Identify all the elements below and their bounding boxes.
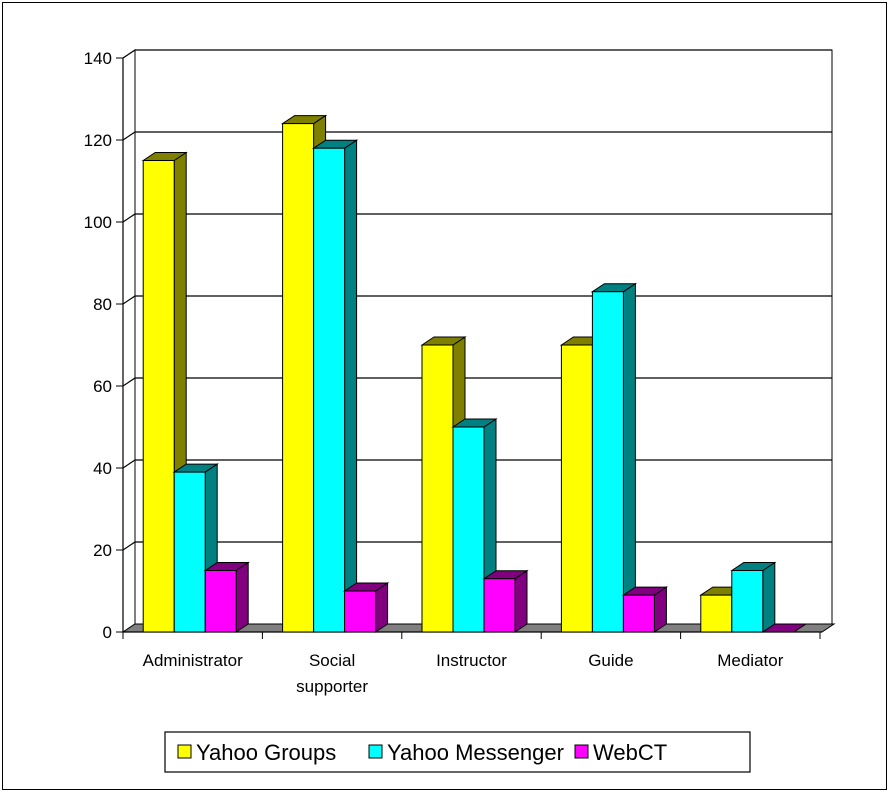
y-tick-label: 100 — [84, 213, 112, 232]
bar-side — [622, 282, 636, 633]
y-tick-label: 80 — [93, 295, 112, 314]
bar-yahoo-messenger — [731, 570, 764, 633]
gridline — [122, 49, 832, 59]
bar-yahoo-groups — [560, 344, 593, 633]
bar-top — [761, 623, 808, 633]
y-tick-label: 60 — [93, 377, 112, 396]
y-tick-label: 140 — [84, 49, 112, 68]
legend-label: WebCT — [593, 740, 667, 765]
legend-box — [164, 731, 751, 773]
y-tick-label: 40 — [93, 459, 112, 478]
x-tick-label: Instructor — [436, 651, 507, 670]
x-tick-label: Mediator — [717, 651, 783, 670]
side-wall — [122, 49, 136, 633]
y-tick-label: 20 — [93, 541, 112, 560]
y-axis: 0 20 40 60 80 100 120 140 — [84, 49, 822, 642]
bar-webct — [483, 578, 516, 633]
bar-side — [235, 561, 249, 633]
legend-label: Yahoo Groups — [196, 740, 336, 765]
x-tick-label: Social — [309, 651, 355, 670]
bar-yahoo-groups — [421, 344, 454, 633]
legend-swatch — [574, 744, 589, 759]
bar-yahoo-groups — [700, 594, 733, 633]
legend-label: Yahoo Messenger — [387, 740, 564, 765]
gridline — [122, 213, 832, 223]
gridline — [122, 131, 832, 141]
bar-yahoo-messenger — [452, 426, 485, 633]
y-tick-label: 120 — [84, 131, 112, 150]
bar-webct — [204, 570, 237, 633]
bar-side — [514, 569, 528, 633]
x-tick-label: Guide — [588, 651, 633, 670]
legend-swatch — [177, 744, 192, 759]
bar-webct — [622, 594, 655, 633]
bar-yahoo-messenger — [313, 147, 346, 633]
bar-webct — [344, 590, 377, 633]
bar-yahoo-messenger — [591, 291, 624, 633]
bar-yahoo-groups — [282, 123, 315, 633]
bar-yahoo-groups — [142, 160, 175, 633]
x-tick-label: Administrator — [143, 651, 243, 670]
y-tick-label: 0 — [103, 623, 112, 642]
bar-side — [344, 139, 358, 633]
bar-side — [762, 561, 776, 633]
legend-swatch — [368, 744, 383, 759]
x-tick-label: supporter — [296, 677, 368, 696]
bars — [141, 114, 808, 633]
x-axis-labels: Administrator Social supporter Instructor Gu… — [122, 632, 821, 696]
legend: Yahoo Groups Yahoo Messenger WebCT — [164, 731, 751, 773]
bar-yahoo-messenger — [173, 471, 206, 633]
